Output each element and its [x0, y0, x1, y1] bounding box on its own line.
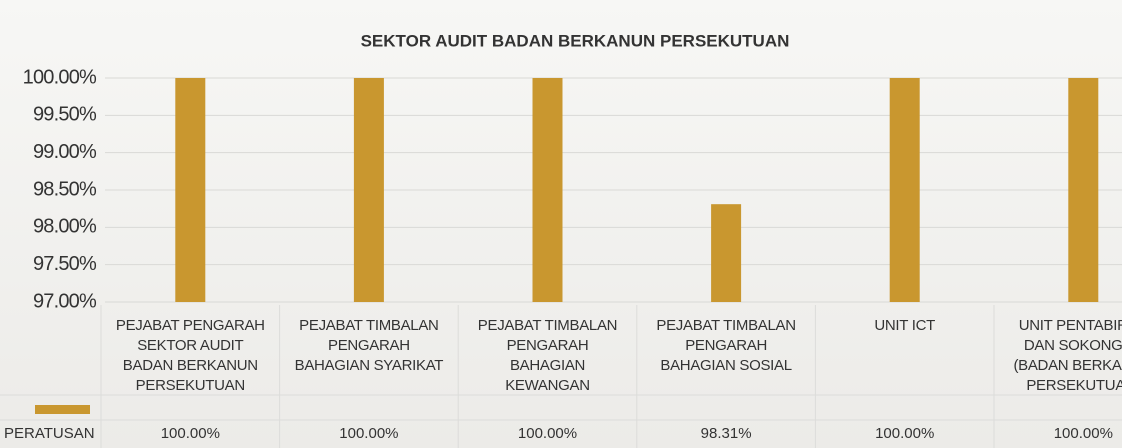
legend-swatch: [35, 405, 90, 414]
y-tick-label: 100.00%: [23, 66, 97, 88]
bar: [175, 78, 206, 302]
value-label: 100.00%: [339, 425, 398, 442]
bar: [532, 78, 563, 302]
x-tick-label: UNIT PENTABIRAN DAN SOKONGAN (BADAN BERK…: [1013, 317, 1122, 394]
value-label: 98.31%: [701, 425, 752, 442]
value-label: 100.00%: [1054, 425, 1113, 442]
x-tick-label: UNIT ICT: [874, 317, 936, 334]
x-tick-label: PEJABAT TIMBALAN PENGARAH BAHAGIAN SOSIA…: [656, 317, 796, 374]
y-tick-label: 98.50%: [33, 178, 97, 200]
bar: [1068, 78, 1099, 302]
chart-title: SEKTOR AUDIT BADAN BERKANUN PERSEKUTUAN: [361, 31, 790, 50]
y-tick-label: 99.50%: [33, 104, 97, 126]
x-tick-label: PEJABAT TIMBALAN PENGARAH BAHAGIAN SYARI…: [294, 317, 444, 374]
bar: [353, 78, 384, 302]
x-tick-label: PEJABAT TIMBALAN PENGARAH BAHAGIAN KEWAN…: [477, 317, 618, 394]
y-tick-label: 98.00%: [33, 216, 97, 238]
legend-label: PERATUSAN: [4, 425, 95, 442]
y-tick-label: 99.00%: [33, 141, 97, 163]
value-label: 100.00%: [875, 425, 934, 442]
y-tick-label: 97.00%: [33, 290, 97, 312]
value-label: 100.00%: [161, 425, 220, 442]
x-tick-label: PEJABAT PENGARAH SEKTOR AUDIT BADAN BERK…: [115, 317, 265, 394]
bar: [711, 204, 742, 302]
y-tick-label: 97.50%: [33, 253, 97, 275]
bar: [889, 78, 920, 302]
value-label: 100.00%: [518, 425, 577, 442]
